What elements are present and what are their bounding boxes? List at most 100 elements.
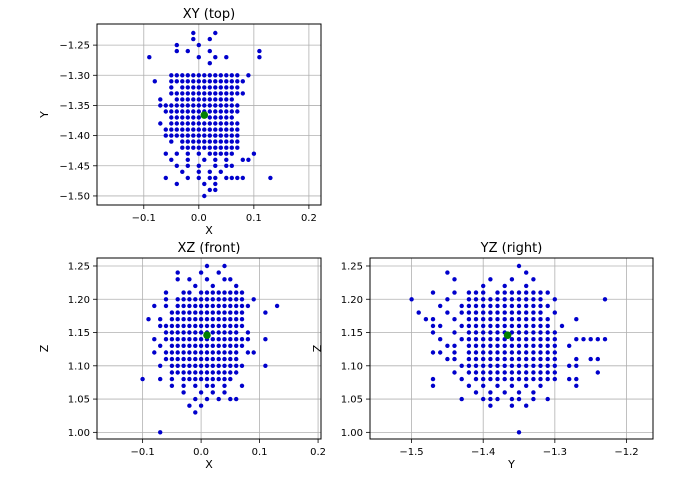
xy-top-point-134 [224, 121, 229, 126]
yz-right-point-144 [524, 343, 529, 348]
yz-right-point-104 [488, 330, 493, 335]
xz-front-point-28 [193, 297, 198, 302]
xy-top-point-99 [169, 109, 174, 114]
xz-front-point-23 [239, 290, 245, 295]
xy-top-xtick-label-3: 0.2 [301, 213, 317, 224]
xy-top-point-66 [218, 91, 223, 96]
yz-right-point-34 [531, 297, 536, 302]
xy-top-point-194 [218, 151, 223, 156]
xy-top-point-45 [169, 85, 174, 90]
yz-right-point-173 [502, 356, 507, 362]
xy-top-point-160 [213, 133, 218, 138]
xy-top-point-83 [158, 103, 163, 108]
xy-top-point-57 [169, 91, 174, 96]
yz-right-point-16 [502, 290, 507, 295]
yz-right-point-129 [574, 337, 579, 342]
xy-top-point-114 [180, 115, 185, 120]
xz-front-point-34 [228, 297, 233, 302]
xy-top-point-119 [213, 115, 218, 120]
xy-top-point-205 [174, 163, 179, 168]
yz-right-point-85 [459, 323, 464, 329]
xz-front-point-148 [187, 350, 192, 355]
xy-top-ytick-label-0: −1.50 [59, 191, 90, 202]
xz-front-point-154 [222, 350, 227, 355]
yz-right-point-109 [524, 330, 529, 335]
xz-front-point-170 [228, 356, 233, 362]
xz-front-point-225 [228, 396, 233, 402]
yz-right-point-219 [488, 376, 493, 382]
xy-top-point-24 [213, 73, 218, 78]
xz-front-point-192 [198, 370, 204, 375]
xy-top-point-180 [196, 145, 201, 150]
yz-right-point-237 [538, 383, 543, 388]
xz-front-ytick-label-2: 1.10 [68, 361, 90, 372]
xz-front-point-47 [216, 303, 221, 309]
yz-right-point-254 [524, 403, 529, 408]
xz-front-point-184 [234, 363, 239, 368]
xy-top-point-20 [191, 73, 196, 78]
xy-top-point-31 [169, 79, 174, 84]
yz-right-point-197 [552, 363, 557, 368]
xz-front-point-133 [187, 343, 192, 348]
yz-right-point-222 [509, 376, 515, 382]
yz-right-point-7 [481, 283, 486, 289]
xy-top-point-136 [235, 121, 240, 126]
xy-top-point-226 [202, 181, 207, 187]
xz-front-point-39 [163, 303, 169, 309]
yz-right-point-215 [430, 376, 436, 382]
xz-front-point-215 [210, 383, 215, 388]
yz-right-point-253 [509, 403, 515, 408]
xz-front-point-66 [239, 310, 245, 315]
yz-right-point-150 [430, 350, 436, 355]
xy-top-axes-frame [96, 23, 322, 206]
xz-front-point-180 [210, 363, 215, 368]
xz-front-point-164 [193, 356, 198, 362]
xz-front-point-40 [175, 303, 180, 309]
yz-right-point-177 [531, 356, 536, 362]
yz-right-point-207 [509, 370, 515, 375]
yz-right-point-229 [567, 376, 572, 382]
yz-right-point-133 [602, 337, 608, 342]
xz-front-point-16 [198, 290, 204, 295]
xy-top-point-10 [196, 42, 201, 48]
xy-top-point-60 [185, 91, 190, 96]
xy-top-point-222 [235, 175, 240, 181]
yz-right-point-53 [445, 310, 450, 315]
xy-top-point-175 [229, 139, 234, 144]
yz-right-point-39 [459, 303, 464, 309]
xy-top-point-223 [240, 175, 245, 181]
xy-top-point-151 [163, 133, 168, 138]
xz-front-point-220 [210, 390, 215, 395]
xy-top-point-111 [235, 109, 240, 114]
yz-right-point-236 [524, 383, 529, 388]
xz-front-point-189 [181, 370, 186, 375]
yz-right-xtick-label-2: −1.3 [543, 447, 567, 458]
xy-top-ytick-label-5: −1.25 [59, 41, 90, 52]
xz-front-point-79 [222, 317, 227, 322]
yz-right-point-21 [538, 290, 543, 295]
yz-right-point-143 [516, 343, 522, 348]
yz-right-point-52 [416, 310, 421, 315]
xy-top-point-107 [213, 109, 218, 114]
xz-front-point-175 [181, 363, 186, 368]
yz-right-point-95 [531, 323, 536, 329]
xy-top-point-58 [174, 91, 179, 96]
xy-top-point-70 [240, 91, 245, 96]
xy-top-point-41 [224, 79, 229, 84]
yz-right-point-232 [466, 383, 472, 388]
xy-top-point-129 [196, 121, 201, 126]
yz-right-point-77 [516, 317, 522, 322]
xz-front-point-13 [163, 290, 169, 295]
xy-top-point-164 [235, 133, 240, 138]
yz-right-point-181 [574, 356, 579, 362]
xz-front-point-67 [263, 310, 268, 315]
xz-front-point-228 [198, 403, 204, 408]
xy-top-point-224 [268, 175, 273, 181]
xy-top-point-34 [185, 79, 190, 84]
yz-right-point-245 [481, 396, 486, 402]
yz-right-point-40 [466, 303, 472, 309]
xy-top-point-112 [169, 115, 174, 120]
yz-right-point-184 [459, 363, 464, 368]
yz-right-point-111 [538, 330, 543, 335]
yz-right-point-183 [595, 356, 600, 362]
